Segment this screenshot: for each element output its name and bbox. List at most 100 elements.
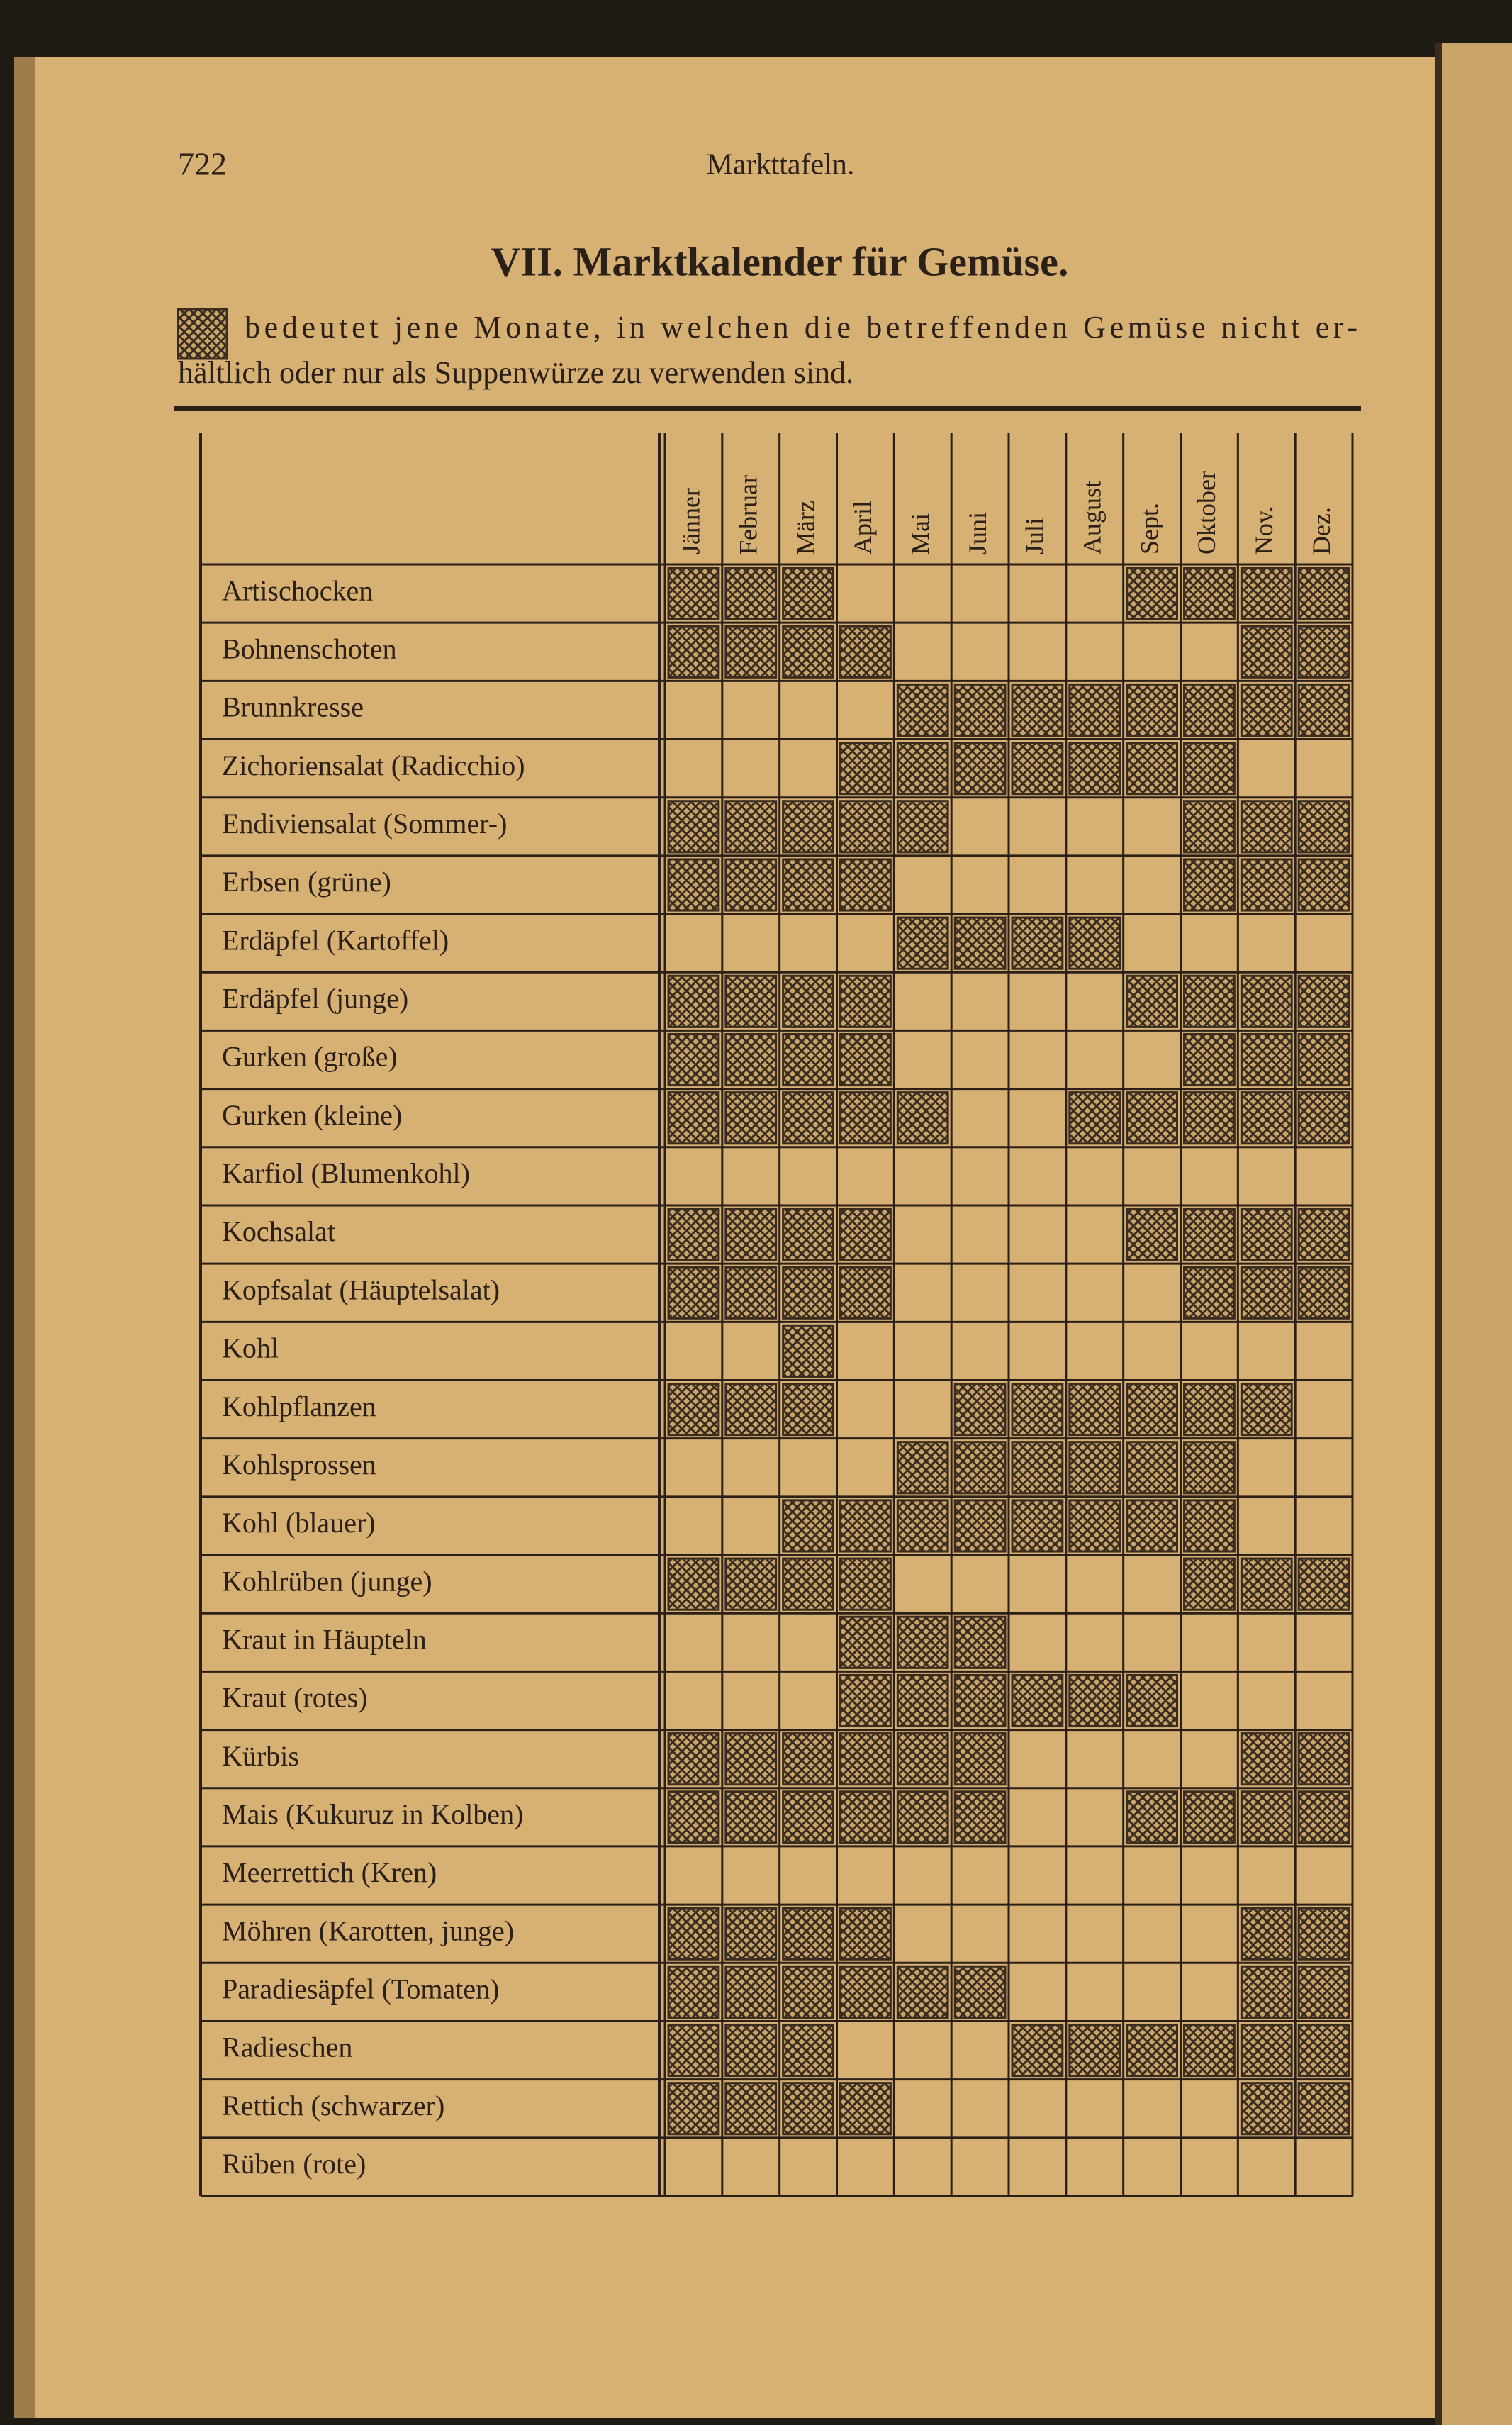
row-label: Gurken (kleine) <box>222 1099 402 1131</box>
row-label: Erbsen (grüne) <box>222 866 391 898</box>
hatched-cell <box>896 1499 949 1553</box>
hatched-cell <box>1240 1907 1293 1961</box>
hatched-cell <box>667 2082 720 2136</box>
hatched-cell <box>1011 1383 1064 1437</box>
row-label: Kraut (rotes) <box>222 1682 367 1714</box>
hatched-cell <box>724 858 778 912</box>
hatched-cell <box>724 1790 778 1844</box>
hatched-cell <box>782 858 834 912</box>
hatched-cell <box>782 1499 834 1553</box>
hatched-cell <box>1183 1383 1236 1437</box>
legend-line: hältlich oder nur als Suppenwürze zu ver… <box>178 355 853 390</box>
hatched-cell <box>667 625 720 679</box>
row-label: Rüben (rote) <box>222 2148 366 2180</box>
hatched-cell <box>1240 683 1293 737</box>
hatched-cell <box>724 974 778 1028</box>
hatched-cell <box>1183 1208 1236 1261</box>
hatched-cell <box>839 1965 892 2019</box>
row-label: Erdäpfel (Kartoffel) <box>222 924 449 956</box>
hatched-cell <box>1183 742 1236 796</box>
hatched-cell <box>1011 1673 1064 1728</box>
hatched-cell <box>839 1732 892 1786</box>
row-label: Kohl (blauer) <box>222 1507 376 1539</box>
hatched-cell <box>1068 916 1121 970</box>
hatched-cell <box>896 1965 949 2019</box>
hatched-cell <box>782 625 834 679</box>
hatched-cell <box>1297 1032 1350 1087</box>
hatched-cell <box>1183 1557 1236 1611</box>
hatched-cell <box>1297 1965 1350 2019</box>
hatched-cell <box>1068 1091 1121 1145</box>
hatched-cell <box>667 1266 720 1320</box>
hatched-cell <box>782 1790 834 1844</box>
hatched-cell <box>839 1266 892 1320</box>
hatched-cell <box>839 974 892 1028</box>
page-edge <box>14 57 35 2418</box>
row-label: Kohlsprossen <box>222 1449 376 1481</box>
hatched-cell <box>782 1266 834 1320</box>
row-label: Paradiesäpfel (Tomaten) <box>222 1973 499 2005</box>
hatched-cell <box>1126 2023 1178 2078</box>
hatched-cell <box>839 1208 892 1261</box>
hatched-cell <box>1183 1032 1236 1087</box>
row-label: Radieschen <box>222 2031 352 2063</box>
row-label: Kürbis <box>222 1740 299 1772</box>
hatched-cell <box>896 1091 949 1145</box>
row-label: Kohlpflanzen <box>222 1390 376 1422</box>
hatched-cell <box>1297 625 1350 679</box>
hatched-cell <box>896 1615 949 1669</box>
hatched-cell <box>1068 742 1121 796</box>
hatched-cell <box>782 974 834 1028</box>
hatched-cell <box>839 1790 892 1844</box>
hatched-cell <box>1183 800 1236 854</box>
month-header: August <box>1078 481 1107 554</box>
hatched-cell <box>953 1790 1007 1844</box>
hatched-cell <box>1126 1208 1178 1261</box>
month-header: Februar <box>734 475 763 554</box>
hatched-cell <box>1068 2023 1121 2078</box>
hatched-cell <box>1297 1907 1350 1961</box>
hatched-cell <box>1068 683 1121 737</box>
rule <box>174 406 1361 411</box>
hatched-cell <box>839 2082 892 2136</box>
hatched-cell <box>953 1441 1007 1495</box>
facing-page <box>1439 43 1512 2425</box>
hatched-cell <box>1297 1790 1350 1844</box>
hatched-cell <box>782 1091 834 1145</box>
hatched-cell <box>724 1557 778 1611</box>
hatched-cell <box>782 2023 834 2078</box>
hatched-cell <box>667 567 720 620</box>
hatched-cell <box>839 1615 892 1669</box>
hatched-cell <box>782 1557 834 1611</box>
hatched-cell <box>667 1732 720 1786</box>
hatched-cell <box>782 2082 834 2136</box>
hatched-cell <box>1183 683 1236 737</box>
hatched-cell <box>896 800 949 854</box>
hatched-cell <box>896 916 949 970</box>
row-label: Kohlrüben (junge) <box>222 1565 432 1597</box>
hatched-cell <box>953 1499 1007 1553</box>
running-head: Markttafeln. <box>707 149 855 182</box>
hatched-cell <box>1011 742 1064 796</box>
hatched-cell <box>1126 1441 1178 1495</box>
hatched-cell <box>896 683 949 737</box>
hatched-cell <box>724 1032 778 1087</box>
hatched-cell <box>1297 567 1350 620</box>
hatched-cell <box>1068 1441 1121 1495</box>
hatched-cell <box>1297 858 1350 912</box>
hatched-cell <box>782 1907 834 1961</box>
page-number: 722 <box>178 146 227 182</box>
row-label: Erdäpfel (junge) <box>222 983 408 1015</box>
hatched-cell <box>953 916 1007 970</box>
hatched-cell <box>1126 974 1178 1028</box>
hatched-cell <box>667 1790 720 1844</box>
hatched-cell <box>667 1032 720 1087</box>
hatched-cell <box>1297 1091 1350 1145</box>
hatched-cell <box>896 742 949 796</box>
hatched-cell <box>782 1965 834 2019</box>
hatched-cell <box>1240 1732 1293 1786</box>
hatched-cell <box>724 800 778 854</box>
row-label: Kohl <box>222 1332 279 1364</box>
